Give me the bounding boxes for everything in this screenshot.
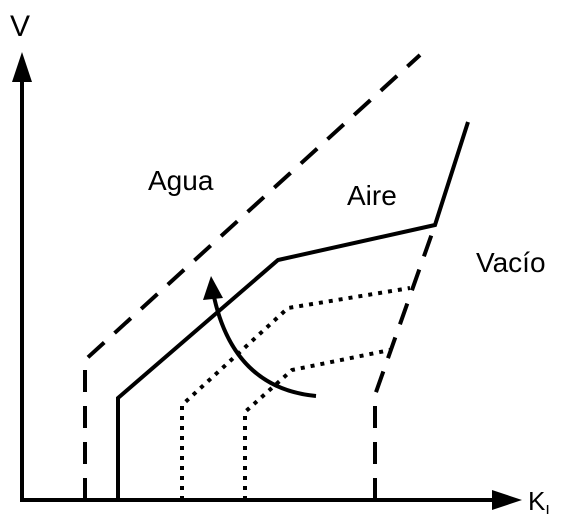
x-axis-label-main: K — [528, 486, 546, 514]
dotted-curve-upper — [180, 286, 411, 500]
water-curve — [83, 53, 422, 500]
curved-arrow-head — [203, 276, 223, 300]
y-axis-arrow — [12, 52, 32, 82]
x-axis-label: KI — [528, 486, 550, 514]
vacuum-curve — [373, 224, 437, 500]
x-axis-label-subscript: I — [545, 503, 549, 514]
curved-arrow — [211, 291, 317, 398]
region-label: Aire — [347, 180, 397, 211]
air-curve — [116, 121, 470, 500]
y-axis-label: V — [10, 10, 30, 43]
region-label: Agua — [148, 165, 214, 196]
dotted-curve-lower — [243, 348, 391, 500]
x-axis-arrow — [492, 490, 522, 510]
region-label: Vacío — [476, 247, 546, 278]
